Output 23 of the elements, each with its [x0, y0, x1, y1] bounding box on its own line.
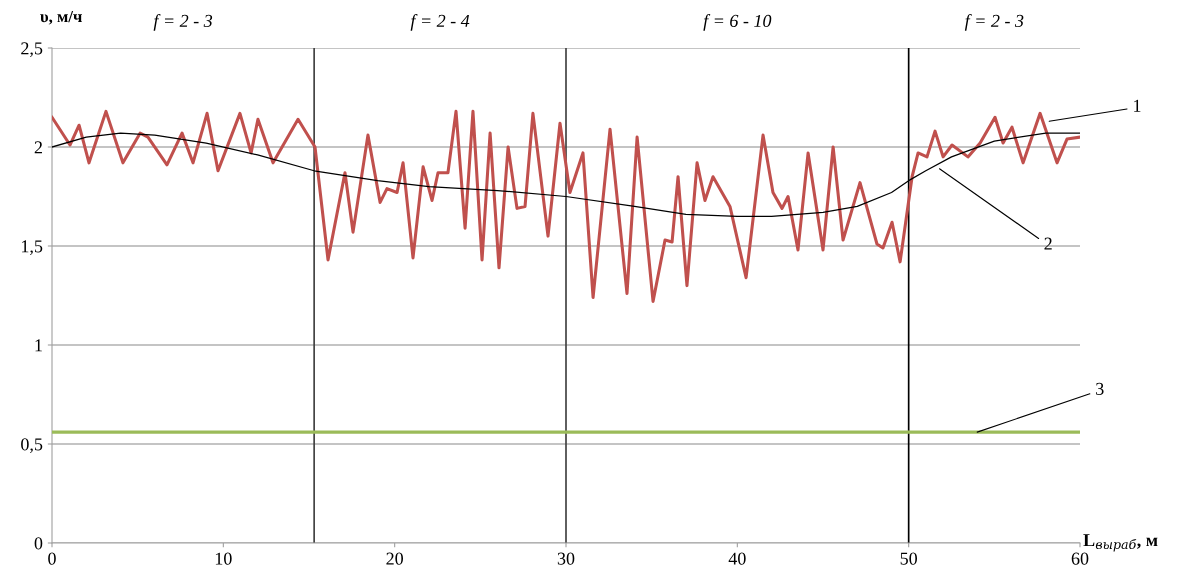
x-tick-label: 40	[728, 552, 746, 565]
y-tick-label: 0,5	[21, 438, 43, 454]
x-tick-label: 20	[386, 552, 404, 565]
x-tick-label: 50	[900, 552, 918, 565]
y-tick-label: 1	[35, 339, 42, 352]
line-series	[52, 109, 1080, 303]
y-tick-label: 1,5	[21, 240, 43, 256]
text: f = 2 - 4	[410, 14, 470, 31]
x-tick-label: 60	[1071, 552, 1089, 565]
y-tick-label: 2,5	[21, 42, 43, 58]
x-tick-label: 10	[215, 552, 232, 565]
y-axis-title: υ, м/ч	[40, 11, 82, 25]
annotation: 3	[1096, 382, 1104, 395]
text: f = 6 - 10	[703, 14, 772, 31]
annotation: 2	[1044, 237, 1052, 250]
text: f = 2 - 3	[964, 14, 1024, 31]
x-tick-label: 30	[557, 552, 575, 565]
y-tick-label: 0	[34, 537, 43, 550]
text: f = 2 - 3	[153, 14, 213, 31]
x-tick-label: 0	[48, 552, 56, 565]
annotation: 1	[1134, 99, 1141, 112]
y-tick-label: 2	[34, 141, 42, 154]
x-axis-title: L$_{выраб}$, м	[1083, 534, 1158, 552]
